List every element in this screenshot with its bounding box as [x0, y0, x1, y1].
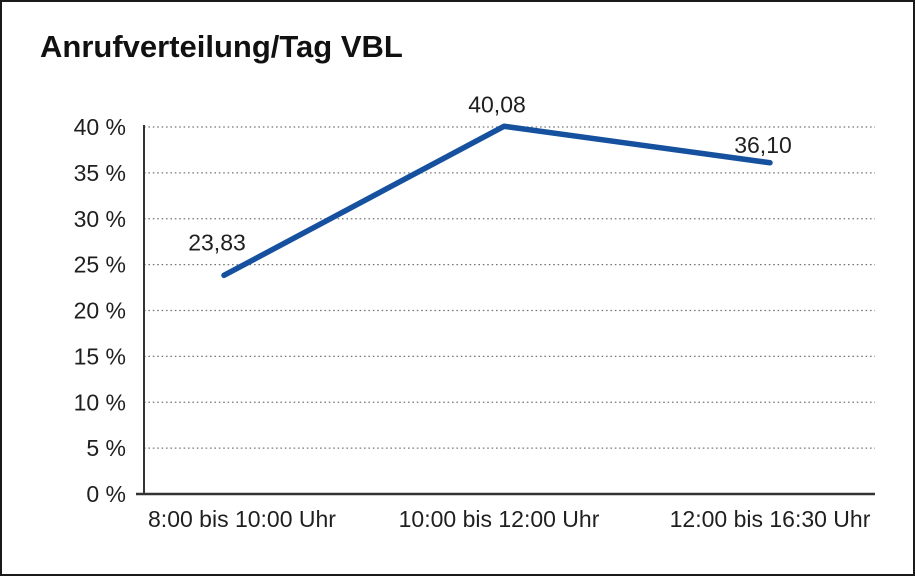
data-label: 40,08 — [468, 91, 526, 117]
y-tick-label: 40 % — [74, 114, 126, 140]
x-category-label: 12:00 bis 16:30 Uhr — [670, 506, 871, 532]
y-tick-label: 0 % — [86, 481, 126, 507]
y-tick-label: 10 % — [74, 389, 126, 415]
y-tick-label: 15 % — [74, 343, 126, 369]
x-category-label: 10:00 bis 12:00 Uhr — [399, 506, 600, 532]
data-label: 23,83 — [188, 229, 246, 255]
y-tick-label: 25 % — [74, 252, 126, 278]
y-tick-label: 30 % — [74, 206, 126, 232]
y-tick-label: 5 % — [86, 435, 126, 461]
y-tick-label: 35 % — [74, 160, 126, 186]
chart-title: Anrufverteilung/Tag VBL — [40, 29, 403, 64]
x-category-label: 8:00 bis 10:00 Uhr — [148, 506, 336, 532]
data-label: 36,10 — [734, 132, 792, 158]
y-tick-label: 20 % — [74, 298, 126, 324]
data-line — [221, 123, 773, 279]
